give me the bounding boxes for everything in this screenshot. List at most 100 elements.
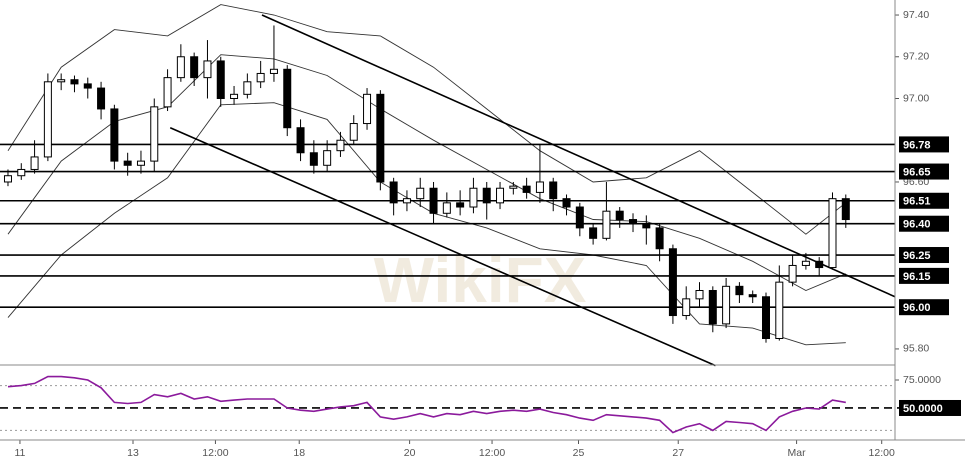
level-label: 96.15: [903, 271, 931, 283]
candle-body: [190, 56, 199, 79]
y-tick-label: 97.40: [903, 9, 929, 21]
y-tick-label-box: [899, 399, 961, 416]
x-tick-label: Mar: [788, 447, 807, 459]
candle-body: [17, 168, 26, 177]
candle-body: [123, 160, 132, 166]
level-label: 96.40: [903, 219, 931, 231]
candle-body: [389, 181, 398, 204]
candle-body: [456, 202, 465, 208]
candle-body: [522, 185, 531, 193]
candle-body: [615, 210, 624, 221]
candle-body: [509, 185, 518, 189]
y-tick-label: 50.0000: [903, 403, 943, 415]
candle-body: [655, 227, 664, 250]
candle-body: [668, 248, 677, 317]
candle-body: [416, 187, 425, 200]
candle-body: [402, 198, 411, 204]
y-tick-label: 95.80: [903, 343, 929, 355]
candle-body: [283, 68, 292, 129]
candle-body: [176, 56, 185, 79]
candle-body: [70, 79, 79, 85]
candle-body: [363, 93, 372, 125]
level-label: 96.65: [903, 166, 931, 178]
candle-body: [575, 206, 584, 229]
candle-body: [97, 87, 106, 110]
level-label: 96.00: [903, 302, 931, 314]
level-label-box: [899, 215, 949, 232]
level-label: 96.51: [903, 196, 931, 208]
candle-body: [735, 285, 744, 296]
level-label-box: [899, 192, 949, 209]
level-label-box: [899, 267, 949, 284]
level-label-box: [899, 247, 949, 264]
level-label-box: [899, 163, 949, 180]
candle-body: [695, 289, 704, 300]
candle-body: [828, 198, 837, 269]
level-label: 96.25: [903, 250, 931, 262]
candle-body: [269, 68, 278, 74]
candle-body: [309, 152, 318, 166]
candle-body: [642, 223, 651, 229]
candle-body: [775, 281, 784, 339]
rsi-line: [7, 375, 846, 434]
candle-body: [256, 72, 265, 83]
x-tick-label: 18: [293, 447, 305, 459]
candle-body: [469, 187, 478, 208]
candle-body: [376, 93, 385, 183]
y-tick-label: 97.20: [903, 51, 929, 63]
candle-body: [3, 175, 12, 183]
candle-body: [549, 181, 558, 200]
band-middle: [7, 54, 846, 291]
x-tick-label: 12:00: [479, 447, 505, 459]
candle-body: [243, 81, 252, 95]
candle-body: [336, 139, 345, 152]
candle-body: [57, 79, 66, 83]
candle-body: [708, 289, 717, 325]
y-tick-label: 97.00: [903, 92, 929, 104]
candle-body: [801, 260, 810, 266]
x-tick-label: 25: [573, 447, 585, 459]
candle-body: [136, 160, 145, 166]
x-tick-label: 27: [672, 447, 684, 459]
trendline: [169, 126, 716, 367]
candle-body: [230, 93, 239, 100]
candle-body: [682, 298, 691, 317]
trendline: [261, 14, 896, 298]
candle-body: [496, 187, 505, 204]
candle-body: [43, 81, 52, 158]
level-label-box: [899, 299, 949, 316]
candle-body: [815, 260, 824, 269]
candle-body: [429, 187, 438, 214]
y-tick-label: 75.0000: [903, 374, 941, 386]
candle-body: [163, 77, 172, 108]
watermark: WikiFX: [374, 244, 587, 316]
x-tick-label: 13: [127, 447, 139, 459]
candle-body: [110, 108, 119, 162]
candle-body: [442, 202, 451, 214]
band-upper: [7, 4, 847, 235]
level-label-box: [899, 136, 949, 153]
candle-body: [629, 219, 638, 225]
candle-body: [349, 123, 358, 141]
candle-body: [535, 181, 544, 193]
candle-body: [323, 150, 332, 166]
candle-body: [589, 227, 598, 239]
candle-body: [296, 127, 305, 154]
level-label: 96.78: [903, 139, 931, 151]
candle-body: [841, 198, 850, 221]
x-tick-label: 12:00: [202, 447, 228, 459]
candle-body: [602, 210, 611, 239]
candle-body: [30, 156, 39, 170]
x-tick-label: 11: [14, 447, 25, 459]
candle-body: [762, 296, 771, 339]
candle-body: [150, 106, 159, 162]
candle-body: [562, 198, 571, 208]
candle-body: [788, 264, 797, 283]
candle-body: [482, 187, 491, 204]
candle-body: [83, 83, 92, 89]
candle-body: [748, 294, 757, 298]
x-tick-label: 12:00: [869, 447, 895, 459]
